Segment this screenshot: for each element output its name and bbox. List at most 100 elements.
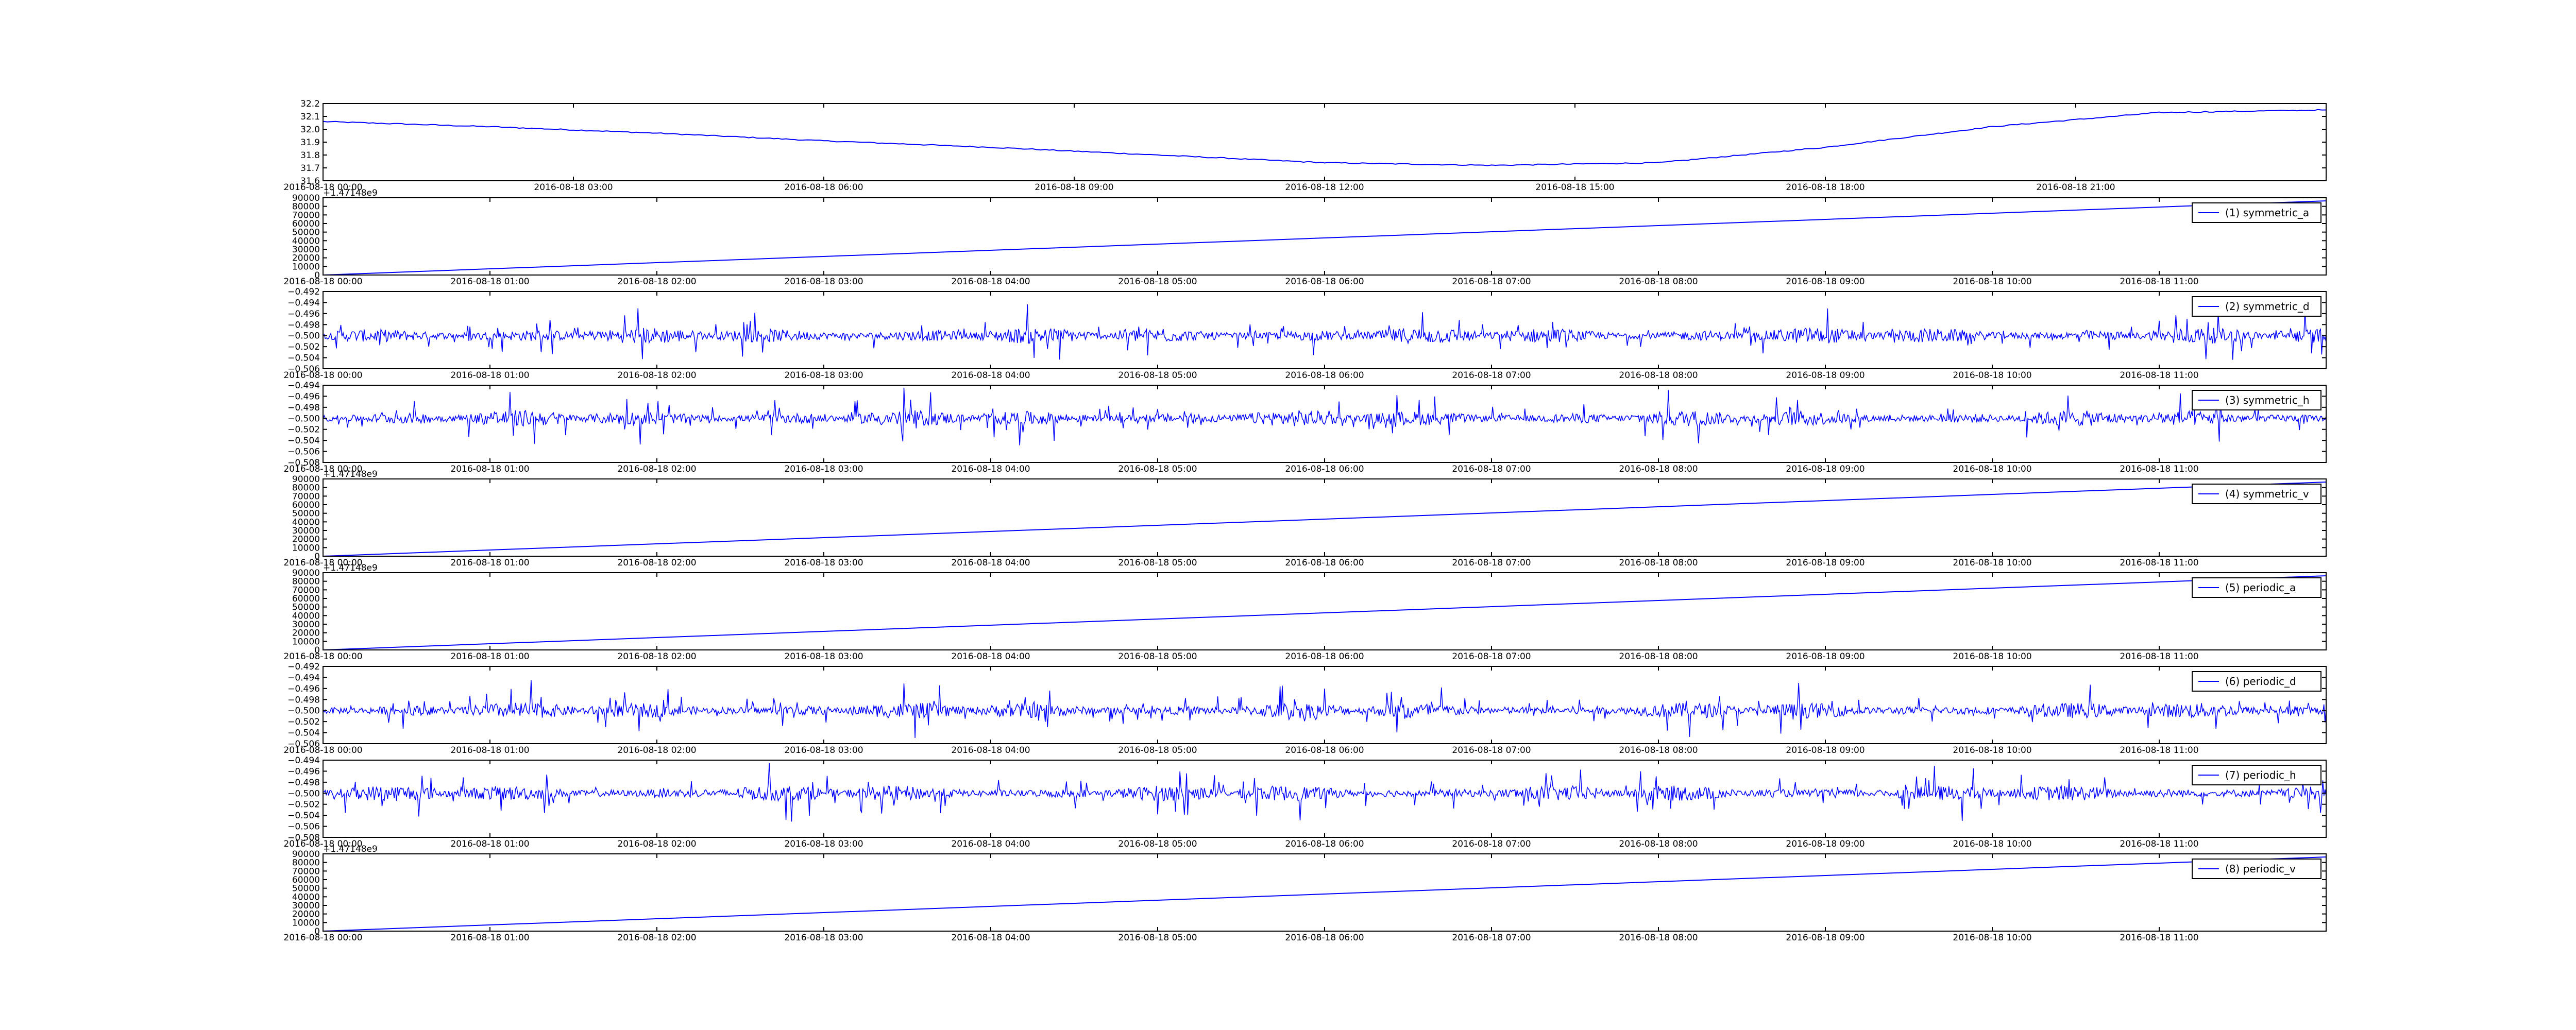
y-tick-label: 10000 (292, 918, 320, 928)
x-tick-label: 2016-08-18 05:00 (1118, 464, 1197, 474)
series-line (323, 856, 2327, 932)
legend-label: (6) periodic_d (2225, 675, 2296, 688)
y-tick-label: 31.7 (300, 163, 320, 174)
x-tick-label: 2016-08-18 06:00 (1285, 558, 1364, 568)
x-tick-label: 2016-08-18 09:00 (1786, 651, 1865, 662)
x-tick-label: 2016-08-18 03:00 (534, 182, 613, 193)
x-tick-label: 2016-08-18 04:00 (951, 277, 1030, 287)
y-tick-label: 20000 (292, 253, 320, 264)
legend-label: (2) symmetric_d (2225, 300, 2310, 313)
y-tick-label: −0.496 (287, 309, 320, 319)
x-tick-label: 2016-08-18 08:00 (1619, 839, 1698, 849)
x-tick-label: 2016-08-18 04:00 (951, 933, 1030, 943)
x-tick-label: 2016-08-18 05:00 (1118, 370, 1197, 381)
axis-offset-label: +1.47148e9 (323, 844, 378, 854)
x-tick-label: 2016-08-18 09:00 (1786, 370, 1865, 381)
y-tick-label: −0.502 (287, 342, 320, 352)
x-tick-label: 2016-08-18 07:00 (1452, 464, 1531, 474)
x-tick-label: 2016-08-18 10:00 (1953, 745, 2031, 756)
y-tick-label: −0.500 (287, 331, 320, 341)
legend-label: (4) symmetric_v (2225, 488, 2309, 500)
x-tick-label: 2016-08-18 11:00 (2120, 933, 2198, 943)
y-tick-label: −0.504 (287, 353, 320, 364)
x-tick-label: 2016-08-18 07:00 (1452, 839, 1531, 849)
x-tick-label: 2016-08-18 11:00 (2120, 370, 2198, 381)
panel-0: 31.6 31.7 31.8 31.9 32.0 32.1 32.2 2016-08-18 0… (283, 99, 2327, 193)
x-tick-label: 2016-08-18 07:00 (1452, 277, 1531, 287)
y-tick-label: 80000 (292, 483, 320, 493)
x-tick-label: 2016-08-18 02:00 (617, 277, 696, 287)
x-tick-label: 2016-08-18 00:00 (283, 839, 362, 849)
x-tick-label: 2016-08-18 01:00 (450, 277, 529, 287)
y-tick-label: 50000 (292, 509, 320, 519)
y-tick-label: −0.506 (287, 364, 320, 374)
x-tick-label: 2016-08-18 15:00 (1535, 182, 1614, 193)
y-tick-label: 90000 (292, 474, 320, 485)
x-tick-label: 2016-08-18 18:00 (1786, 182, 1865, 193)
y-tick-label: 80000 (292, 202, 320, 212)
x-tick-label: 2016-08-18 03:00 (784, 839, 863, 849)
y-tick-label: −0.506 (287, 447, 320, 457)
x-tick-label: 2016-08-18 04:00 (951, 558, 1030, 568)
panel-7: −0.508−0.506−0.504−0.502−0.500−0.498−0.4… (283, 756, 2327, 849)
x-tick-label: 2016-08-18 01:00 (450, 651, 529, 662)
y-tick-label: −0.492 (287, 662, 320, 672)
x-tick-label: 2016-08-18 08:00 (1619, 277, 1698, 287)
y-tick-label: 50000 (292, 228, 320, 238)
y-tick-label: 40000 (292, 236, 320, 246)
x-tick-label: 2016-08-18 00:00 (283, 651, 362, 662)
x-tick-label: 2016-08-18 03:00 (784, 745, 863, 756)
x-tick-label: 2016-08-18 10:00 (1953, 933, 2031, 943)
x-tick-label: 2016-08-18 05:00 (1118, 745, 1197, 756)
y-tick-label: 40000 (292, 611, 320, 621)
panel-5: 0100002000030000400005000060000700008000… (283, 563, 2327, 662)
x-tick-label: 2016-08-18 11:00 (2120, 464, 2198, 474)
y-tick-label: −0.496 (287, 684, 320, 694)
x-tick-label: 2016-08-18 05:00 (1118, 933, 1197, 943)
y-tick-label: 90000 (292, 849, 320, 860)
x-tick-label: 2016-08-18 09:00 (1035, 182, 1113, 193)
panel-6: −0.506−0.504−0.502−0.500−0.498−0.496−0.4… (283, 662, 2327, 756)
y-tick-label: −0.500 (287, 788, 320, 799)
series-line (323, 200, 2327, 276)
x-tick-label: 2016-08-18 02:00 (617, 370, 696, 381)
x-tick-label: 2016-08-18 05:00 (1118, 839, 1197, 849)
x-tick-label: 2016-08-18 08:00 (1619, 745, 1698, 756)
x-tick-label: 2016-08-18 01:00 (450, 745, 529, 756)
y-tick-label: 0 (314, 270, 320, 281)
x-tick-label: 2016-08-18 07:00 (1452, 558, 1531, 568)
x-tick-label: 2016-08-18 08:00 (1619, 370, 1698, 381)
x-tick-label: 2016-08-18 04:00 (951, 839, 1030, 849)
x-tick-label: 2016-08-18 06:00 (1285, 464, 1364, 474)
y-tick-label: 60000 (292, 219, 320, 229)
series-line (323, 304, 2327, 360)
x-tick-label: 2016-08-18 00:00 (283, 558, 362, 568)
y-tick-label: 70000 (292, 585, 320, 595)
panel-4: 0100002000030000400005000060000700008000… (283, 469, 2327, 568)
y-tick-label: −0.508 (287, 833, 320, 843)
x-tick-label: 2016-08-18 07:00 (1452, 651, 1531, 662)
axis-offset-label: +1.47148e9 (323, 188, 378, 198)
y-tick-label: −0.506 (287, 739, 320, 749)
y-tick-label: −0.494 (287, 756, 320, 766)
x-tick-label: 2016-08-18 11:00 (2120, 558, 2198, 568)
axes-frame (323, 103, 2327, 181)
x-tick-label: 2016-08-18 05:00 (1118, 277, 1197, 287)
y-tick-label: −0.506 (287, 822, 320, 832)
x-tick-label: 2016-08-18 01:00 (450, 839, 529, 849)
axes-frame (323, 291, 2327, 369)
y-tick-label: 50000 (292, 884, 320, 894)
legend-label: (8) periodic_v (2225, 863, 2296, 875)
y-tick-label: 0 (314, 926, 320, 937)
y-tick-label: −0.498 (287, 778, 320, 788)
y-tick-label: 30000 (292, 245, 320, 255)
y-tick-label: −0.502 (287, 717, 320, 727)
x-tick-label: 2016-08-18 00:00 (283, 370, 362, 381)
y-tick-label: 20000 (292, 535, 320, 545)
x-tick-label: 2016-08-18 00:00 (283, 464, 362, 474)
y-tick-label: 31.6 (300, 176, 320, 186)
x-tick-label: 2016-08-18 11:00 (2120, 277, 2198, 287)
x-tick-label: 2016-08-18 06:00 (1285, 651, 1364, 662)
x-tick-label: 2016-08-18 05:00 (1118, 558, 1197, 568)
axis-offset-label: +1.47148e9 (323, 563, 378, 573)
